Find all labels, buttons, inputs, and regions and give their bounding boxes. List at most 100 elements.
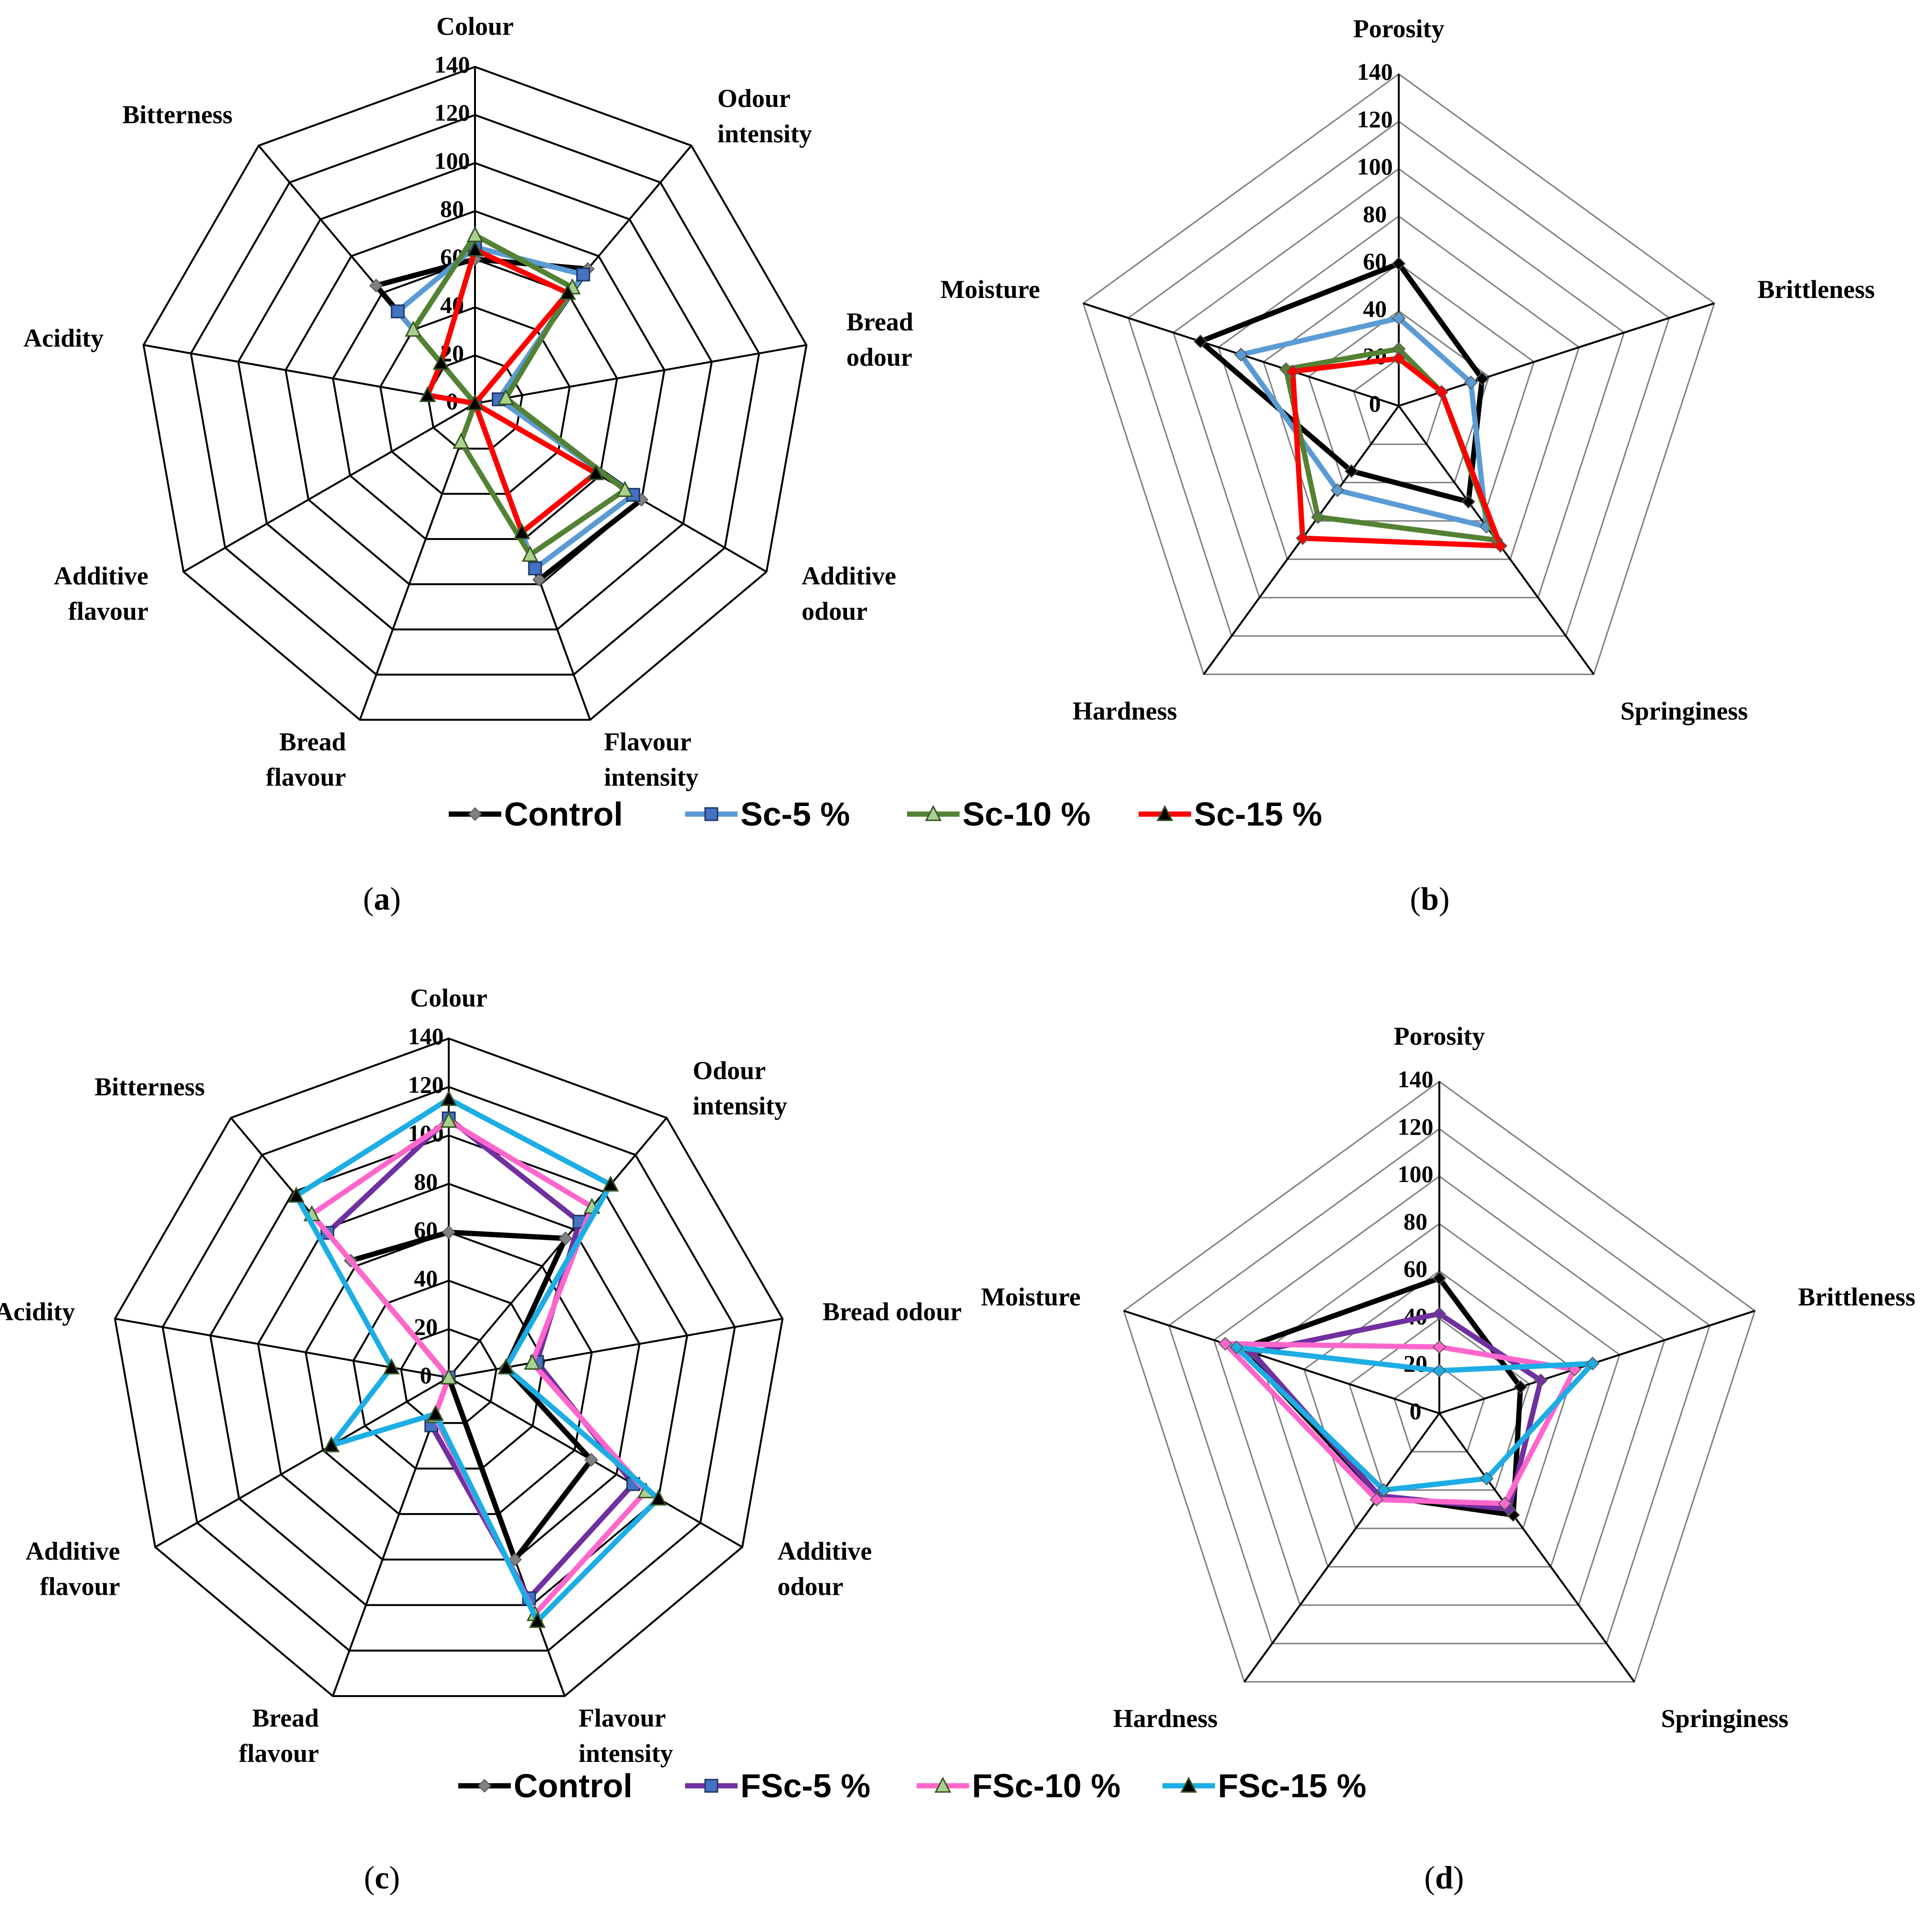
tick-label: 120 [434, 99, 470, 126]
data-point-sc-5-odour-intensity [576, 267, 591, 282]
data-point-fsc-15-odour-intensity [602, 1175, 619, 1192]
panel-label: (c) [364, 1859, 400, 1896]
legend-marker [1156, 805, 1173, 821]
grid-ring [161, 1086, 736, 1652]
data-point-sc-15-additive-odour [587, 464, 604, 480]
tick-label: 140 [1357, 58, 1393, 85]
data-point-fsc-15-bitterness [288, 1187, 305, 1203]
data-point-fsc-10-acidity [440, 1368, 457, 1385]
grid-ring [1348, 1317, 1531, 1491]
data-point-control-porosity [1392, 256, 1406, 271]
series-line-control [1195, 260, 1485, 505]
grid-ring [332, 258, 618, 540]
data-point-fsc-15-brittleness [1585, 1357, 1600, 1371]
axis-label-bitterness: Bitterness [95, 1072, 205, 1101]
data-point-fsc-10-hardness [1370, 1493, 1384, 1507]
tick-label: 40 [414, 1265, 438, 1292]
axis-spoke [1243, 1412, 1440, 1683]
axis-label-odour-intensity: Odour intensity [718, 84, 812, 148]
axis-label-flavour-intensity: Flavour intensity [579, 1704, 673, 1768]
grid-ring [1303, 1270, 1576, 1529]
axis-label-porosity: Porosity [1394, 1022, 1485, 1050]
grid-ring [1127, 120, 1670, 637]
data-point-fsc-10-porosity [1432, 1340, 1446, 1354]
grid-ring [1393, 1365, 1486, 1453]
legend-marker [934, 1776, 951, 1793]
data-point-fsc-15-colour [440, 1090, 457, 1106]
data-point-fsc-15-flavour-intensity [529, 1612, 546, 1628]
grid-ring [285, 210, 665, 585]
data-point-fsc-5-porosity [1432, 1307, 1446, 1321]
data-point-sc-15-odour-intensity [559, 284, 576, 300]
legend-label: Sc-10 % [962, 795, 1090, 833]
tick-label: 60 [1404, 1255, 1427, 1282]
legend-marker [477, 1779, 492, 1793]
grid-ring [1172, 168, 1625, 599]
axis-label-colour: Colour [436, 12, 514, 41]
data-point-sc-10-bread-flavour [453, 433, 470, 449]
panel-label: (d) [1424, 1859, 1464, 1896]
axis-spoke [359, 403, 476, 721]
series-fsc-15 [288, 1090, 667, 1628]
axis-label-flavour-intensity: Flavour intensity [604, 727, 698, 791]
grid-ring [1082, 73, 1715, 675]
data-point-fsc-10-moisture [1218, 1336, 1232, 1351]
data-point-sc-15-acidity [419, 386, 436, 403]
axis-spoke [1398, 302, 1715, 407]
data-point-sc-10-bread-odour [497, 389, 514, 405]
tick-label: 20 [414, 1314, 438, 1340]
data-point-sc-10-additive-odour [616, 481, 633, 497]
legend-marker [704, 807, 718, 821]
data-point-sc-15-bitterness [433, 353, 450, 370]
data-point-fsc-15-additive-odour [650, 1489, 667, 1506]
tick-label: 0 [1410, 1398, 1422, 1424]
series-fsc-10 [1218, 1336, 1582, 1511]
series-control [1193, 256, 1489, 509]
legend-marker [704, 1779, 718, 1793]
panel-label: (a) [363, 880, 401, 917]
grid-ring [1213, 1175, 1666, 1606]
axis-label-bread-odour: Bread odour [846, 307, 913, 371]
grid-ring [190, 114, 760, 676]
data-point-fsc-10-colour [440, 1112, 457, 1128]
data-point-fsc-10-bread-odour [524, 1353, 541, 1370]
grid-ring [142, 65, 808, 721]
axis-label-acidity: Acidity [0, 1297, 75, 1326]
data-point-fsc-15-bread-odour [497, 1358, 515, 1375]
data-point-control-springiness [1461, 495, 1476, 509]
tick-label: 80 [1404, 1208, 1427, 1235]
legend-item-fsc-10: FSc-10 % [917, 1767, 1120, 1804]
tick-label: 120 [1398, 1113, 1434, 1140]
axis-spoke [155, 1377, 449, 1548]
legend-item-sc-5: Sc-5 % [685, 795, 850, 833]
data-point-sc-5-porosity [1392, 311, 1406, 325]
data-point-sc-10-flavour-intensity [521, 545, 538, 562]
axis-spoke [448, 1317, 783, 1378]
tick-label: 140 [434, 51, 470, 78]
axis-label-bitterness: Bitterness [122, 100, 232, 129]
data-point-sc-15-porosity [1392, 351, 1406, 366]
legend-label: FSc-15 % [1218, 1767, 1366, 1804]
grid-ring [237, 162, 713, 631]
legend-item-fsc-5: FSc-5 % [685, 1767, 870, 1804]
axis-label-odour-intensity: Odour intensity [693, 1056, 787, 1120]
axis-label-bread-flavour: Bread flavour [239, 1704, 319, 1768]
grid-ring [209, 1134, 688, 1606]
data-point-sc-15-additive-flavour [466, 394, 484, 411]
axis-label-additive-odour: Additive odour [777, 1537, 872, 1601]
data-point-sc-15-flavour-intensity [513, 523, 530, 540]
data-point-control-hardness [1344, 464, 1359, 478]
tick-label: 40 [1363, 295, 1387, 322]
series-line-fsc-5 [324, 1115, 637, 1603]
data-point-fsc-15-springiness [1479, 1472, 1494, 1485]
series-line-fsc-15 [1229, 1344, 1599, 1493]
data-point-sc-5-flavour-intensity [528, 561, 542, 575]
axis-spoke [115, 1317, 449, 1378]
tick-label: 20 [1404, 1350, 1427, 1377]
grid-ring [1168, 1128, 1711, 1644]
legend-label: Sc-5 % [740, 795, 850, 833]
axis-spoke [1438, 1412, 1636, 1683]
legend-marker [925, 805, 942, 821]
grid-ring [379, 306, 571, 495]
